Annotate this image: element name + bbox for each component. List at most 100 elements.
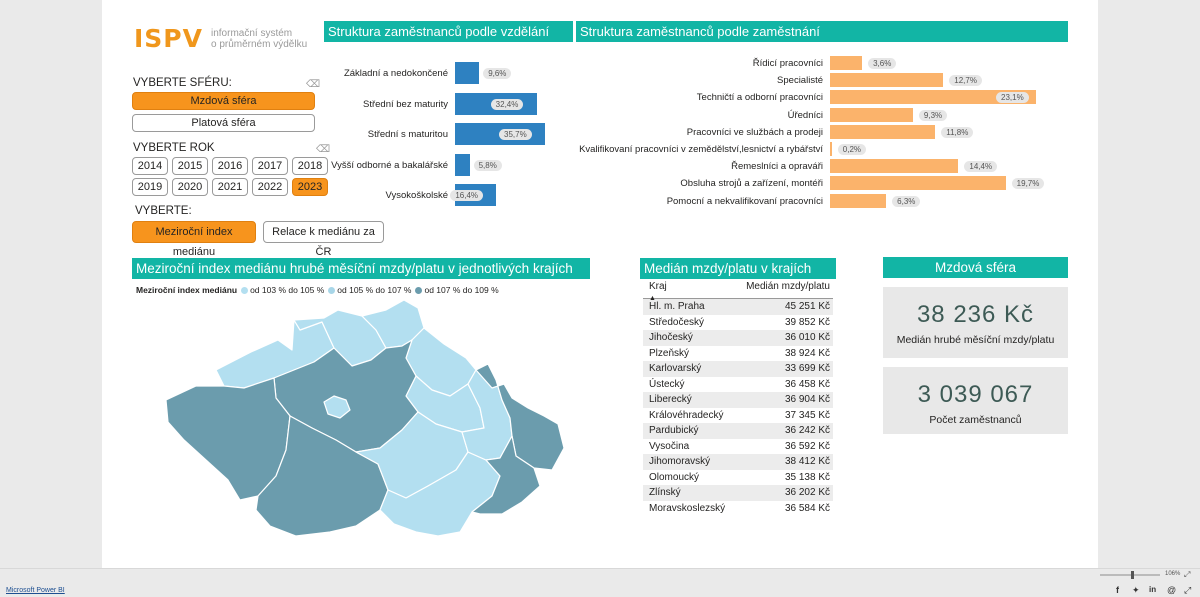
education-category-label: Střední s maturitou [367,129,448,140]
table-row[interactable]: Královéhradecký 37 345 Kč [643,408,833,424]
fullscreen-expand-icon[interactable]: ⤢ [1184,585,1192,595]
year-2014[interactable]: 2014 [132,157,168,175]
option-index[interactable]: Meziroční index mediánu [132,221,256,258]
fullscreen-icon[interactable]: ⤢ [1184,570,1191,579]
education-bar[interactable] [455,62,480,84]
occupation-chart-title: Struktura zaměstnanců podle zaměstnání [576,21,1068,42]
year-2020[interactable]: 2020 [172,178,208,196]
col-median[interactable]: Medián mzdy/platu [746,281,830,292]
median-value: 38 236 Kč [916,301,1035,328]
regions-table-header: Kraj ▲ Medián mzdy/platu [643,279,833,302]
legend-title: Meziroční index mediánu [136,285,238,295]
year-2022[interactable]: 2022 [252,178,288,196]
occupation-value-label: 11,8% [941,126,974,138]
education-category-label: Vyšší odborné a bakalářské [331,159,448,171]
occupation-value-label: 9,3% [918,109,948,121]
email-icon[interactable]: @ [1167,585,1177,595]
footer-bar: Microsoft Power BI 106% ⤢ f ✦ in @ ⤢ [0,568,1200,597]
region-name: Královéhradecký [649,409,724,421]
region-name: Vysočina [649,440,690,452]
count-label: Počet zaměstnanců [929,414,1022,426]
occupation-bar[interactable] [830,176,1006,191]
occupation-bar[interactable] [830,159,959,174]
table-row[interactable]: Moravskoslezský 36 584 Kč [643,501,833,517]
region-jihocesky[interactable] [255,415,389,537]
occupation-value-label: 12,7% [949,75,982,87]
table-row[interactable]: Pardubický 36 242 Kč [643,423,833,439]
logo-mark: ISPV [134,24,203,53]
region-name: Plzeňský [649,347,690,359]
region-median: 36 242 Kč [784,425,830,436]
year-2018[interactable]: 2018 [292,157,328,175]
region-name: Liberecký [649,394,692,405]
occupation-bar[interactable] [830,142,832,156]
occupation-category-label: Kvalifikovaní pracovníci v zemědělství,l… [579,144,823,155]
occupation-value-label: 14,4% [964,161,998,173]
regions-table-title: Medián mzdy/platu v krajích [640,258,836,279]
legend-label-2: od 105 % do 107 % [337,285,412,295]
occupation-bar[interactable] [830,56,863,70]
occupation-bar[interactable] [830,124,936,139]
occupation-value-label: 3,6% [868,58,897,69]
choose-label: VYBERTE: [135,205,192,217]
table-row[interactable]: Ústecký 36 458 Kč [643,377,833,393]
table-row[interactable]: Plzeňský 38 924 Kč [643,346,833,362]
zoom-slider[interactable] [1100,574,1160,576]
region-median: 38 924 Kč [784,347,830,359]
power-bi-link[interactable]: Microsoft Power BI [6,587,65,594]
year-2021[interactable]: 2021 [212,178,248,196]
sort-asc-icon: ▲ [649,295,656,302]
table-row[interactable]: Zlínský 36 202 Kč [643,485,833,501]
sphere-option-platova[interactable]: Platová sféra [132,114,315,132]
legend-label-3: od 107 % do 109 % [424,285,499,295]
region-median: 37 345 Kč [784,409,830,421]
table-row[interactable]: Jihomoravský 38 412 Kč [643,454,833,470]
option-relace[interactable]: Relace k mediánu za ČR [263,221,384,258]
occupation-bar[interactable] [830,90,1036,105]
occupation-value-label: 19,7% [1011,178,1045,190]
table-row[interactable]: Jihočeský 36 010 Kč [643,330,833,346]
sphere-option-mzdova[interactable]: Mzdová sféra [132,92,315,110]
clear-year-icon[interactable]: ⌫ [316,144,331,155]
table-row[interactable]: Hl. m. Praha 45 251 Kč [643,299,833,315]
region-zlinsky[interactable] [471,435,541,515]
year-2015[interactable]: 2015 [172,157,208,175]
region-moravskoslezsky[interactable] [475,363,565,471]
table-row[interactable]: Liberecký 36 904 Kč [643,392,833,408]
year-2017[interactable]: 2017 [252,157,288,175]
occupation-bar[interactable] [830,193,887,208]
region-name: Moravskoslezský [649,502,726,514]
table-row[interactable]: Karlovarský 33 699 Kč [643,361,833,377]
clear-sphere-icon[interactable]: ⌫ [306,79,321,90]
map-title: Meziroční index mediánu hrubé měsíční mz… [132,258,590,279]
occupation-category-label: Úředníci [787,109,823,121]
region-name: Karlovarský [649,363,702,374]
facebook-icon[interactable]: f [1116,585,1119,595]
occupation-bar[interactable] [830,107,913,122]
median-card: 38 236 Kč Medián hrubé měsíční mzdy/plat… [883,287,1068,358]
table-row[interactable]: Středočeský 39 852 Kč [643,315,833,331]
region-name: Jihomoravský [649,456,711,467]
occupation-value-label: 0,2% [837,144,867,155]
zoom-slider-handle[interactable] [1131,571,1134,579]
education-bar[interactable] [455,153,470,176]
col-kraj[interactable]: Kraj ▲ [649,281,667,302]
region-median: 36 010 Kč [784,332,830,343]
region-name: Středočeský [649,316,705,328]
education-chart-title: Struktura zaměstnanců podle vzdělání [324,21,573,42]
occupation-value-label: 23,1% [996,92,1029,104]
table-row[interactable]: Olomoucký 35 138 Kč [643,470,833,486]
year-2023[interactable]: 2023 [292,178,328,196]
linkedin-icon[interactable]: in [1149,585,1157,594]
map-legend: Meziroční index mediánu od 103 % do 105 … [136,285,499,295]
twitter-icon[interactable]: ✦ [1132,585,1140,595]
education-value-label: 5,8% [473,159,502,171]
education-category-label: Střední bez maturity [362,98,448,110]
logo-line1: informační systém [210,27,293,39]
table-row[interactable]: Vysočina 36 592 Kč [643,439,833,455]
region-median: 36 592 Kč [784,440,830,452]
occupation-bar[interactable] [830,73,944,88]
year-2016[interactable]: 2016 [212,157,248,175]
year-2019[interactable]: 2019 [132,178,168,196]
region-median: 35 138 Kč [784,471,830,483]
